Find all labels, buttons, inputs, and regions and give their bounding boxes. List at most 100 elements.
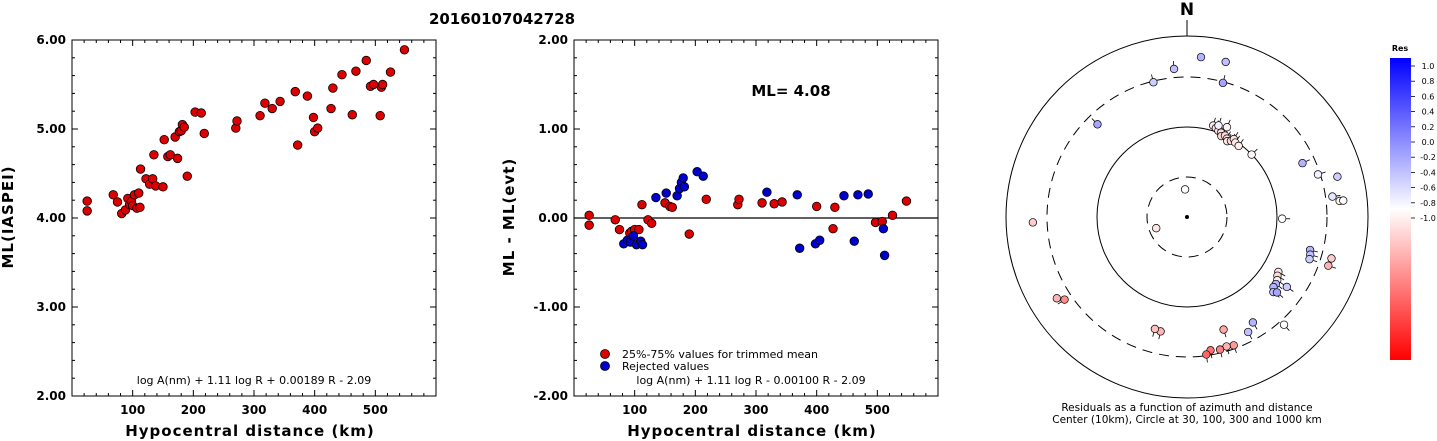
caption-line-2: Center (10km), Circle at 30, 100, 300 an…: [1052, 414, 1322, 426]
station-point: [1215, 345, 1225, 354]
data-point: [135, 164, 146, 174]
panel-ml-iaspei: 100 200 300 400 500 2.00 3.00 4.00 5.00 6.00 log …: [0, 33, 437, 440]
colorbar-tick-label: -0.8: [1420, 199, 1436, 208]
data-point: [684, 229, 694, 239]
x-tick-label: 500: [363, 403, 388, 417]
station-point: [1324, 261, 1333, 270]
data-point: [302, 91, 313, 101]
data-point: [678, 173, 688, 183]
data-point: [347, 110, 357, 120]
data-point: [135, 202, 145, 213]
data-point: [887, 210, 898, 221]
data-point: [159, 134, 169, 145]
formula-label: log A(nm) + 1.11 log R + 0.00189 R - 2.0…: [137, 374, 371, 387]
y-tick-label: 1.00: [538, 122, 568, 136]
data-point: [112, 197, 123, 207]
north-label: N: [1180, 0, 1194, 20]
data-point: [815, 235, 825, 245]
station-point: [1298, 159, 1307, 168]
data-point: [794, 243, 805, 253]
data-point: [777, 197, 787, 207]
y-tick-label: 6.00: [36, 33, 66, 47]
colorbar-tick-label: -1.0: [1420, 214, 1436, 223]
station-point: [1169, 64, 1179, 74]
x-axis-label: Hypocentral distance (km): [627, 422, 877, 440]
data-point: [628, 231, 639, 241]
data-point: [863, 189, 873, 199]
data-point: [337, 70, 347, 80]
data-point: [792, 190, 802, 200]
station-point: [1052, 294, 1061, 303]
station-point: [1202, 350, 1211, 359]
data-point: [637, 199, 647, 210]
x-tick-label: 100: [120, 403, 145, 417]
data-point: [377, 79, 388, 90]
station-point: [1214, 121, 1223, 130]
data-point: [811, 201, 822, 212]
data-point: [610, 215, 620, 225]
colorbar-tick-label: 0.0: [1422, 138, 1435, 147]
colorbar-tick-label: -0.6: [1420, 184, 1436, 193]
data-point: [199, 128, 209, 139]
data-point: [267, 103, 277, 114]
y-tick-label: -1.00: [533, 300, 568, 314]
station-point: [1305, 255, 1314, 264]
x-axis-label: Hypocentral distance (km): [125, 422, 375, 440]
data-point: [584, 210, 594, 221]
x-tick-label: 100: [622, 403, 647, 417]
data-point: [292, 140, 303, 150]
colorbar-ticks: 1.0 0.8 0.6 0.4 0.2 0.0 -0.2 -0.4 -0.6 -0.8 -1.0: [1411, 62, 1436, 223]
x-tick-label: 200: [683, 403, 708, 417]
colorbar-title: Res: [1392, 44, 1409, 53]
ring-100km: [1096, 126, 1278, 308]
station-point: [1028, 218, 1038, 227]
station-point: [1180, 185, 1190, 194]
x-tick-label: 400: [804, 403, 829, 417]
data-point: [679, 182, 690, 192]
x-tick-label: 300: [743, 403, 768, 417]
data-point: [839, 191, 849, 201]
legend: 25%-75% values for trimmed mean Rejected…: [600, 348, 818, 373]
data-point: [328, 83, 338, 93]
data-point: [385, 67, 396, 77]
ml-value-label: ML= 4.08: [751, 82, 830, 100]
plot-frame: [71, 39, 437, 397]
station-point: [1333, 172, 1342, 181]
station-point: [1234, 141, 1243, 151]
distance-rings: [1005, 35, 1369, 399]
station-point: [1060, 295, 1069, 304]
data-point: [290, 86, 300, 97]
data-point: [260, 98, 270, 108]
station-point: [1150, 324, 1160, 334]
data-point: [637, 239, 648, 250]
station-point: [1222, 123, 1232, 132]
data-point: [828, 223, 838, 234]
station-point: [1093, 120, 1102, 129]
panel-residual-map: N Residuals as a function of azimuth and…: [1005, 0, 1369, 426]
colorbar-tick-label: -0.2: [1420, 153, 1436, 162]
figure-title: 20160107042728: [429, 10, 575, 28]
station-point: [1243, 327, 1253, 337]
ring-30km: [1146, 176, 1228, 258]
legend-marker-rejected: [600, 361, 610, 371]
data-point: [879, 250, 890, 261]
panel-ml-residual: 100 200 300 400 500 -2.00 -1.00 0.00 1.00 2.00 ML…: [500, 33, 939, 440]
formula-label: log A(nm) + 1.11 log R - 0.00100 R - 2.0…: [636, 374, 865, 387]
data-point: [830, 202, 840, 213]
x-tick-label: 300: [241, 403, 266, 417]
data-point: [308, 112, 319, 123]
station-point: [1218, 78, 1228, 88]
colorbar-tick-label: 0.4: [1422, 108, 1435, 117]
data-point: [634, 224, 644, 235]
data-point: [901, 196, 912, 206]
data-point: [368, 79, 379, 90]
data-point: [172, 153, 183, 164]
data-point: [701, 194, 711, 205]
station-ticks: [1057, 60, 1341, 363]
colorbar-tick-label: -0.4: [1420, 168, 1436, 177]
colorbar-tick-label: 1.0: [1422, 62, 1435, 71]
y-tick-label: 2.00: [538, 33, 568, 47]
data-point: [182, 171, 192, 181]
station-point: [1339, 196, 1348, 205]
